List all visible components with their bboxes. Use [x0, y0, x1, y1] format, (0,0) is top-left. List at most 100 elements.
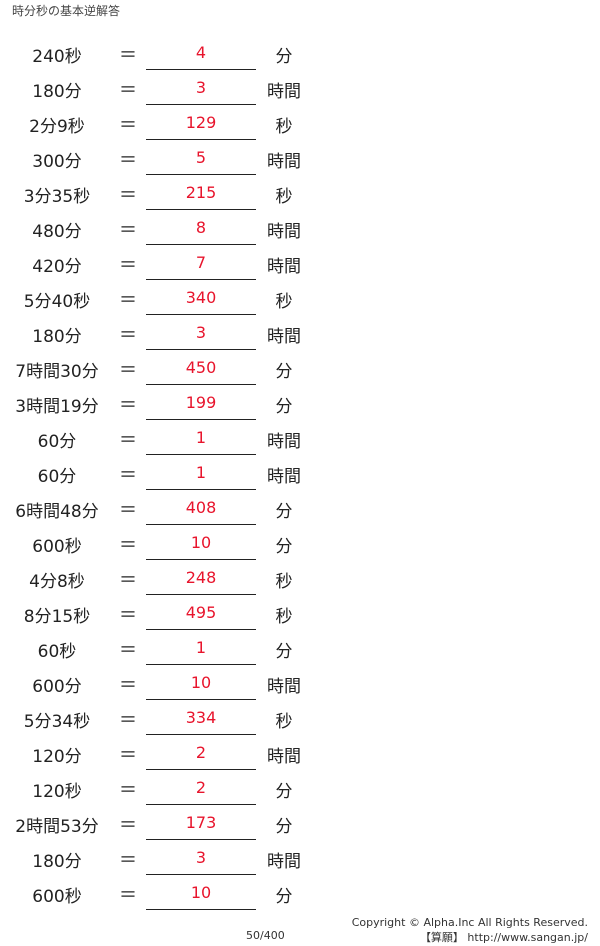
answer: 7 — [195, 253, 207, 272]
answer-line — [146, 349, 256, 350]
answer: 2 — [195, 743, 207, 762]
question: 240秒 — [32, 47, 82, 67]
equals-sign: ＝ — [119, 815, 137, 836]
answer: 408 — [185, 498, 217, 517]
equals-sign: ＝ — [119, 500, 137, 521]
equals-sign: ＝ — [119, 850, 137, 871]
problem-row: 180分 ＝ 3 時間 — [0, 314, 600, 350]
question: 8分15秒 — [23, 607, 91, 627]
unit: 時間 — [267, 222, 301, 242]
unit: 時間 — [267, 432, 301, 452]
problem-row: 5分40秒 ＝ 340 秒 — [0, 279, 600, 315]
question: 120分 — [32, 747, 82, 767]
answer: 3 — [195, 323, 207, 342]
question: 4分8秒 — [29, 572, 85, 592]
question: 600秒 — [32, 887, 82, 907]
question: 600秒 — [32, 537, 82, 557]
unit: 分 — [275, 782, 293, 802]
problem-row: 6時間48分 ＝ 408 分 — [0, 489, 600, 525]
equals-sign: ＝ — [119, 185, 137, 206]
question: 180分 — [32, 82, 82, 102]
problem-row: 480分 ＝ 8 時間 — [0, 209, 600, 245]
answer: 495 — [185, 603, 217, 622]
problem-row: 600分 ＝ 10 時間 — [0, 664, 600, 700]
question: 3時間19分 — [15, 397, 99, 417]
equals-sign: ＝ — [119, 745, 137, 766]
equals-sign: ＝ — [119, 885, 137, 906]
equals-sign: ＝ — [119, 115, 137, 136]
answer-line — [146, 384, 256, 385]
problem-row: 60分 ＝ 1 時間 — [0, 454, 600, 490]
answer-line — [146, 244, 256, 245]
problem-row: 300分 ＝ 5 時間 — [0, 139, 600, 175]
equals-sign: ＝ — [119, 640, 137, 661]
equals-sign: ＝ — [119, 80, 137, 101]
answer: 129 — [185, 113, 217, 132]
answer: 1 — [195, 638, 207, 657]
answer-line — [146, 314, 256, 315]
question: 420分 — [32, 257, 82, 277]
problem-row: 120秒 ＝ 2 分 — [0, 769, 600, 805]
unit: 秒 — [275, 607, 293, 627]
answer-line — [146, 664, 256, 665]
equals-sign: ＝ — [119, 290, 137, 311]
question: 300分 — [32, 152, 82, 172]
question: 180分 — [32, 852, 82, 872]
equals-sign: ＝ — [119, 45, 137, 66]
equals-sign: ＝ — [119, 255, 137, 276]
answer: 10 — [190, 533, 212, 552]
question: 2分9秒 — [29, 117, 85, 137]
unit: 時間 — [267, 677, 301, 697]
problem-row: 180分 ＝ 3 時間 — [0, 839, 600, 875]
answer: 5 — [195, 148, 207, 167]
answer: 4 — [195, 43, 207, 62]
answer: 2 — [195, 778, 207, 797]
equals-sign: ＝ — [119, 220, 137, 241]
problem-list: 240秒＝ 4 分 180分＝ 3 時間 2分9秒＝ 129 秒 300分＝ 5 時間 3分35秒＝ 21… — [0, 34, 600, 910]
problem-row: 8分15秒 ＝ 495 秒 — [0, 594, 600, 630]
unit: 分 — [275, 887, 293, 907]
unit: 分 — [275, 817, 293, 837]
equals-sign: ＝ — [119, 605, 137, 626]
problem-row: 60分 ＝ 1 時間 — [0, 419, 600, 455]
answer: 450 — [185, 358, 217, 377]
unit: 秒 — [275, 187, 293, 207]
answer: 1 — [195, 428, 207, 447]
problem-row: 60秒 ＝ 1 分 — [0, 629, 600, 665]
problem-row: 2時間53分 ＝ 173 分 — [0, 804, 600, 840]
equals-sign: ＝ — [119, 780, 137, 801]
problem-row: 180分 ＝ 3 時間 — [0, 69, 600, 105]
unit: 時間 — [267, 152, 301, 172]
answer-line — [146, 839, 256, 840]
unit: 秒 — [275, 712, 293, 732]
equals-sign: ＝ — [119, 395, 137, 416]
equals-sign: ＝ — [119, 360, 137, 381]
copyright-text: Copyright © Alpha.Inc All Rights Reserve… — [351, 916, 588, 929]
answer-line — [146, 489, 256, 490]
page-number: 50/400 — [246, 929, 285, 942]
answer: 10 — [190, 883, 212, 902]
problem-row: 600秒 ＝ 10 分 — [0, 874, 600, 910]
site-url: 【算願】 http://www.sangan.jp/ — [419, 931, 588, 944]
answer-line — [146, 209, 256, 210]
answer-line — [146, 874, 256, 875]
equals-sign: ＝ — [119, 675, 137, 696]
problem-row: 2分9秒 ＝ 129 秒 — [0, 104, 600, 140]
question: 7時間30分 — [15, 362, 99, 382]
problem-row: 120分 ＝ 2 時間 — [0, 734, 600, 770]
unit: 分 — [275, 642, 293, 662]
problem-row: 3分35秒 ＝ 215 秒 — [0, 174, 600, 210]
question: 180分 — [32, 327, 82, 347]
unit: 秒 — [275, 117, 293, 137]
equals-sign: ＝ — [119, 710, 137, 731]
equals-sign: ＝ — [119, 430, 137, 451]
answer-line — [146, 69, 256, 70]
problem-row: 420分 ＝ 7 時間 — [0, 244, 600, 280]
problem-row: 600秒 ＝ 10 分 — [0, 524, 600, 560]
question: 120秒 — [32, 782, 82, 802]
question: 3分35秒 — [23, 187, 91, 207]
unit: 分 — [275, 502, 293, 522]
question: 600分 — [32, 677, 82, 697]
footer-copyright: Copyright © Alpha.Inc All Rights Reserve… — [352, 915, 588, 945]
answer-line — [146, 279, 256, 280]
